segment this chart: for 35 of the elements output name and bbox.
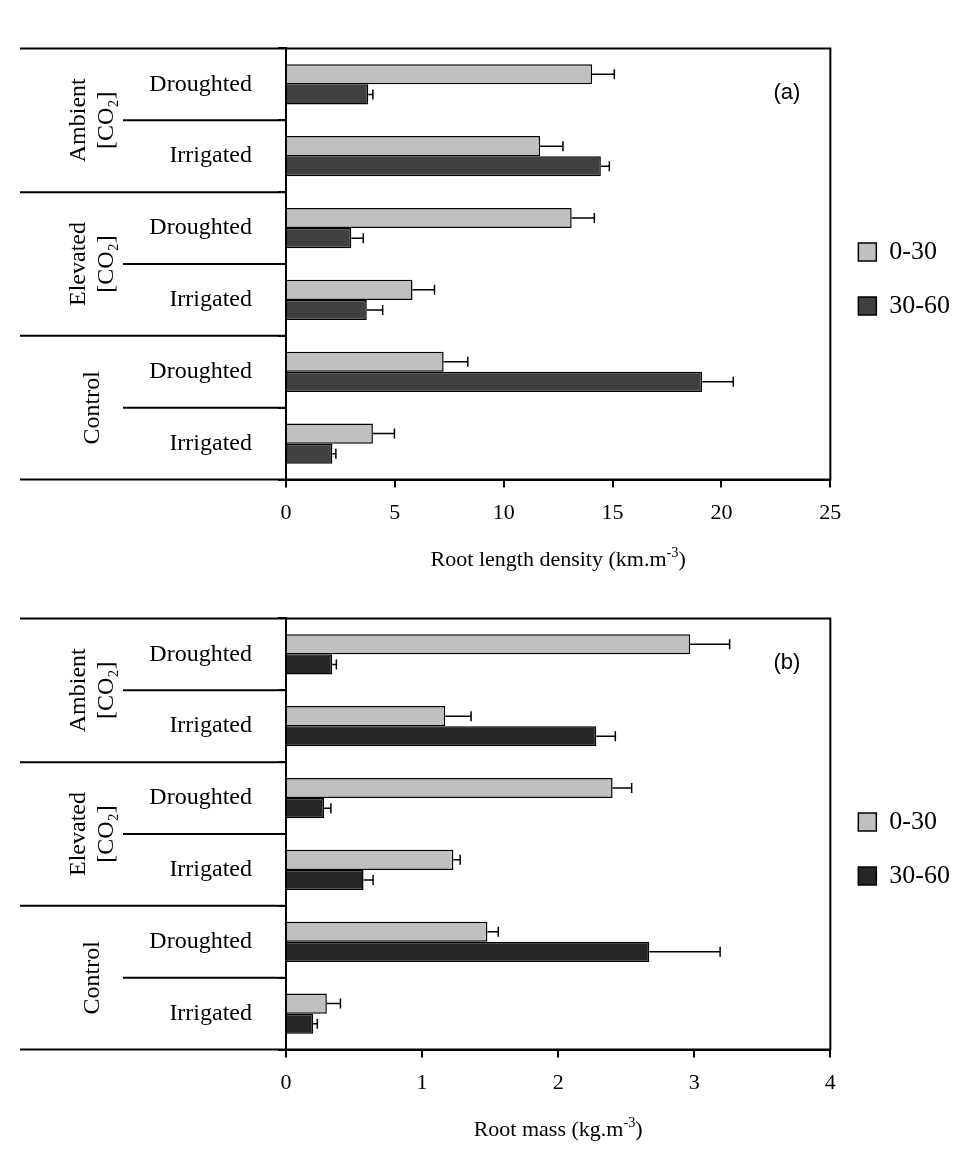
text: (b)	[773, 649, 801, 675]
legend-label: 30-60	[889, 859, 951, 889]
legend-label: 30-60	[889, 289, 951, 319]
y-tick-label: Droughted	[149, 639, 252, 666]
x-tick-label: 15	[601, 498, 624, 524]
y-tick-label: Droughted	[149, 783, 252, 810]
y-tick-label: Irrigated	[169, 285, 252, 312]
x-tick-label: 25	[819, 498, 842, 524]
text: Control	[78, 370, 105, 445]
y-tick-label: Droughted	[149, 69, 252, 96]
x-tick-label: 2	[552, 1068, 564, 1094]
y-tick-label: Droughted	[149, 357, 252, 384]
x-tick-label: 0	[280, 498, 292, 524]
text: Elevated [CO₂]	[64, 792, 119, 876]
y-tick-label: Irrigated	[169, 855, 252, 882]
text: Elevated [CO₂]	[64, 222, 119, 306]
y-tick-label: Droughted	[149, 927, 252, 954]
x-tick-label: 10	[492, 498, 515, 524]
text: Ambient [CO₂]	[64, 647, 119, 733]
x-tick-label: 4	[824, 1068, 836, 1094]
y-tick-label: Irrigated	[169, 141, 252, 168]
x-tick-label: 5	[389, 498, 401, 524]
x-tick-label: 0	[280, 1068, 292, 1094]
x-tick-label: 1	[416, 1068, 428, 1094]
y-tick-label: Droughted	[149, 213, 252, 240]
text: (a)	[773, 79, 801, 105]
x-tick-label: 20	[710, 498, 733, 524]
x-tick-label: 3	[688, 1068, 700, 1094]
legend-label: 0-30	[889, 805, 938, 835]
y-tick-label: Irrigated	[169, 998, 252, 1025]
legend-label: 0-30	[889, 235, 938, 265]
text: Ambient [CO₂]	[64, 77, 119, 163]
y-tick-label: Irrigated	[169, 428, 252, 455]
y-tick-label: Irrigated	[169, 711, 252, 738]
text: Control	[78, 940, 105, 1015]
